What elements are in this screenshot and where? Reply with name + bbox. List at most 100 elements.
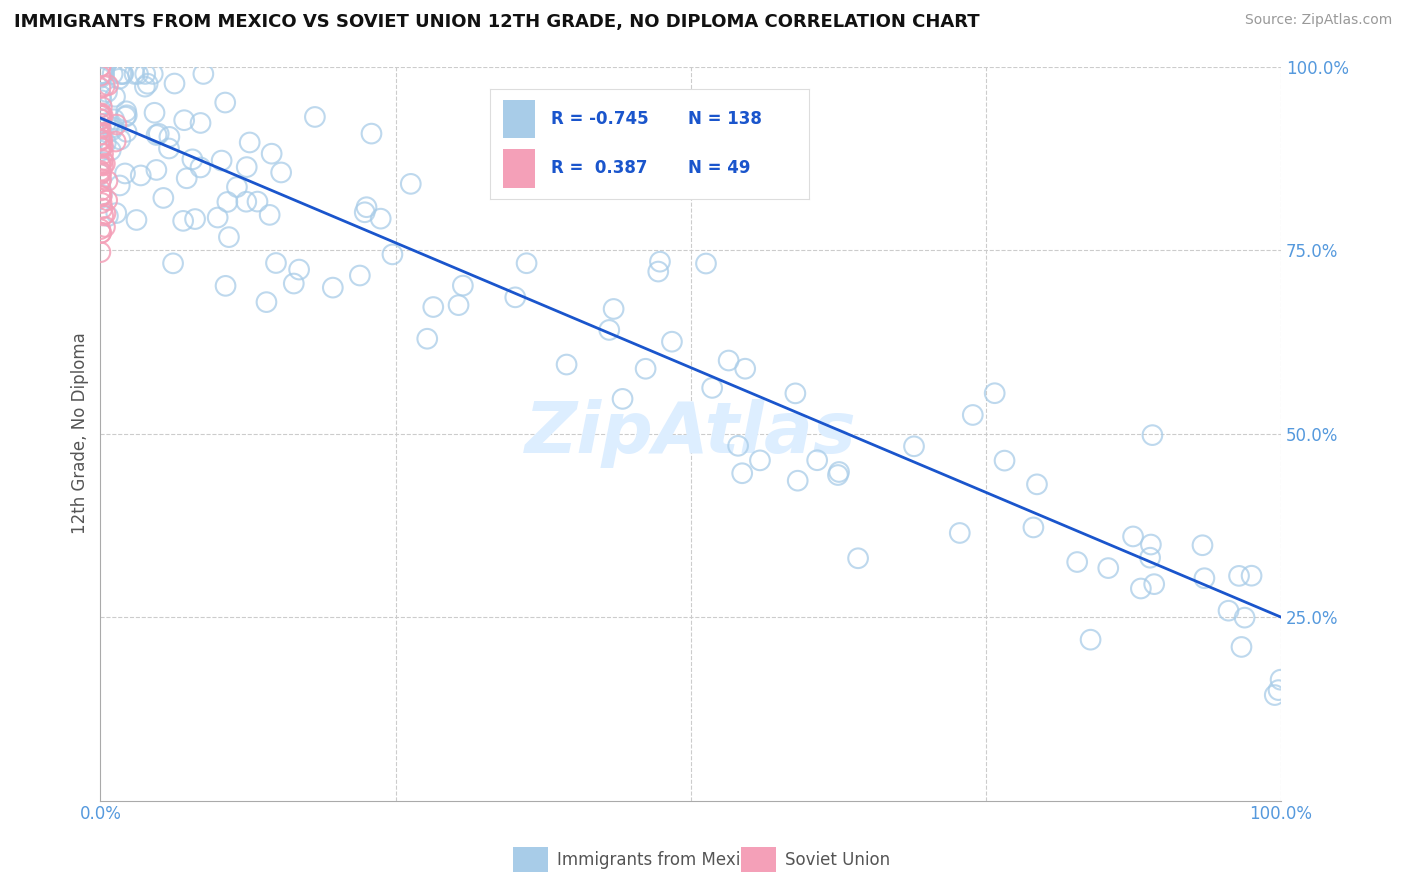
Point (89, 60, 111, 74)
Point (89, 109, 111, 123)
Text: Immigrants from Mexico: Immigrants from Mexico (557, 851, 759, 869)
Point (91, 138, 114, 153)
Point (1140, 537, 1163, 551)
Point (90, 128, 112, 142)
Text: IMMIGRANTS FROM MEXICO VS SOVIET UNION 12TH GRADE, NO DIPLOMA CORRELATION CHART: IMMIGRANTS FROM MEXICO VS SOVIET UNION 1… (14, 13, 980, 31)
Point (90, 226, 112, 240)
Point (1097, 561, 1119, 575)
Point (93, 67, 115, 81)
Point (1267, 683, 1289, 698)
Point (612, 392, 634, 406)
Point (226, 180, 249, 194)
Point (127, 67, 149, 81)
Point (152, 191, 174, 205)
Point (101, 123, 124, 137)
Point (90, 122, 112, 136)
Point (134, 67, 156, 81)
Point (108, 71, 131, 86)
Point (1142, 428, 1164, 442)
Point (96, 174, 118, 188)
Point (134, 79, 156, 94)
Point (555, 358, 578, 372)
Point (91, 158, 114, 172)
Point (94, 157, 117, 171)
Point (101, 120, 124, 135)
Point (503, 290, 526, 304)
Point (91, 147, 114, 161)
Point (1230, 640, 1253, 654)
Point (91, 153, 114, 168)
Point (90, 164, 112, 178)
Point (190, 161, 212, 175)
Point (94, 219, 117, 234)
Point (264, 256, 287, 270)
Point (91, 109, 114, 123)
Point (172, 214, 194, 228)
Point (1240, 568, 1263, 582)
Point (235, 160, 257, 174)
Point (246, 194, 269, 209)
Point (256, 295, 278, 310)
Point (1080, 632, 1102, 647)
Point (90, 120, 112, 135)
Point (89, 69, 111, 83)
Point (239, 136, 262, 150)
Point (602, 301, 624, 316)
Point (1233, 610, 1256, 624)
Point (91, 67, 114, 81)
Point (90, 188, 112, 202)
Point (785, 386, 807, 401)
Point (105, 118, 128, 132)
Point (827, 468, 849, 483)
Point (97, 78, 120, 93)
Point (90, 165, 112, 179)
Point (259, 208, 281, 222)
Point (89, 81, 111, 95)
Point (89, 175, 111, 189)
Point (90, 67, 112, 81)
Point (111, 67, 134, 81)
Point (184, 212, 207, 227)
Point (211, 153, 233, 168)
Point (89, 70, 111, 85)
Point (163, 77, 186, 91)
Point (157, 129, 180, 144)
Point (157, 141, 180, 155)
Point (1129, 582, 1152, 596)
Point (1270, 673, 1292, 687)
Point (100, 144, 122, 158)
Point (749, 453, 772, 467)
Point (661, 334, 683, 349)
Point (96, 85, 118, 99)
Point (270, 165, 292, 179)
Point (1026, 477, 1049, 491)
Point (1122, 529, 1144, 543)
Point (90, 100, 112, 114)
Point (89, 112, 111, 126)
Point (447, 298, 470, 312)
Point (148, 127, 170, 141)
Point (416, 332, 439, 346)
Point (94, 136, 117, 150)
Point (717, 353, 740, 368)
Point (101, 67, 124, 81)
Point (145, 163, 167, 178)
Point (949, 526, 972, 541)
Point (217, 194, 239, 209)
Point (983, 386, 1005, 401)
Point (103, 112, 125, 127)
Point (89, 167, 111, 181)
Point (190, 116, 212, 130)
Point (114, 166, 136, 180)
Point (89, 158, 111, 172)
Point (235, 194, 257, 209)
Point (634, 361, 657, 376)
Point (381, 247, 404, 261)
Point (349, 268, 371, 283)
Point (90, 172, 112, 186)
Point (162, 256, 184, 270)
Point (110, 67, 132, 81)
Point (142, 67, 165, 81)
Point (304, 110, 326, 124)
Point (110, 132, 132, 146)
